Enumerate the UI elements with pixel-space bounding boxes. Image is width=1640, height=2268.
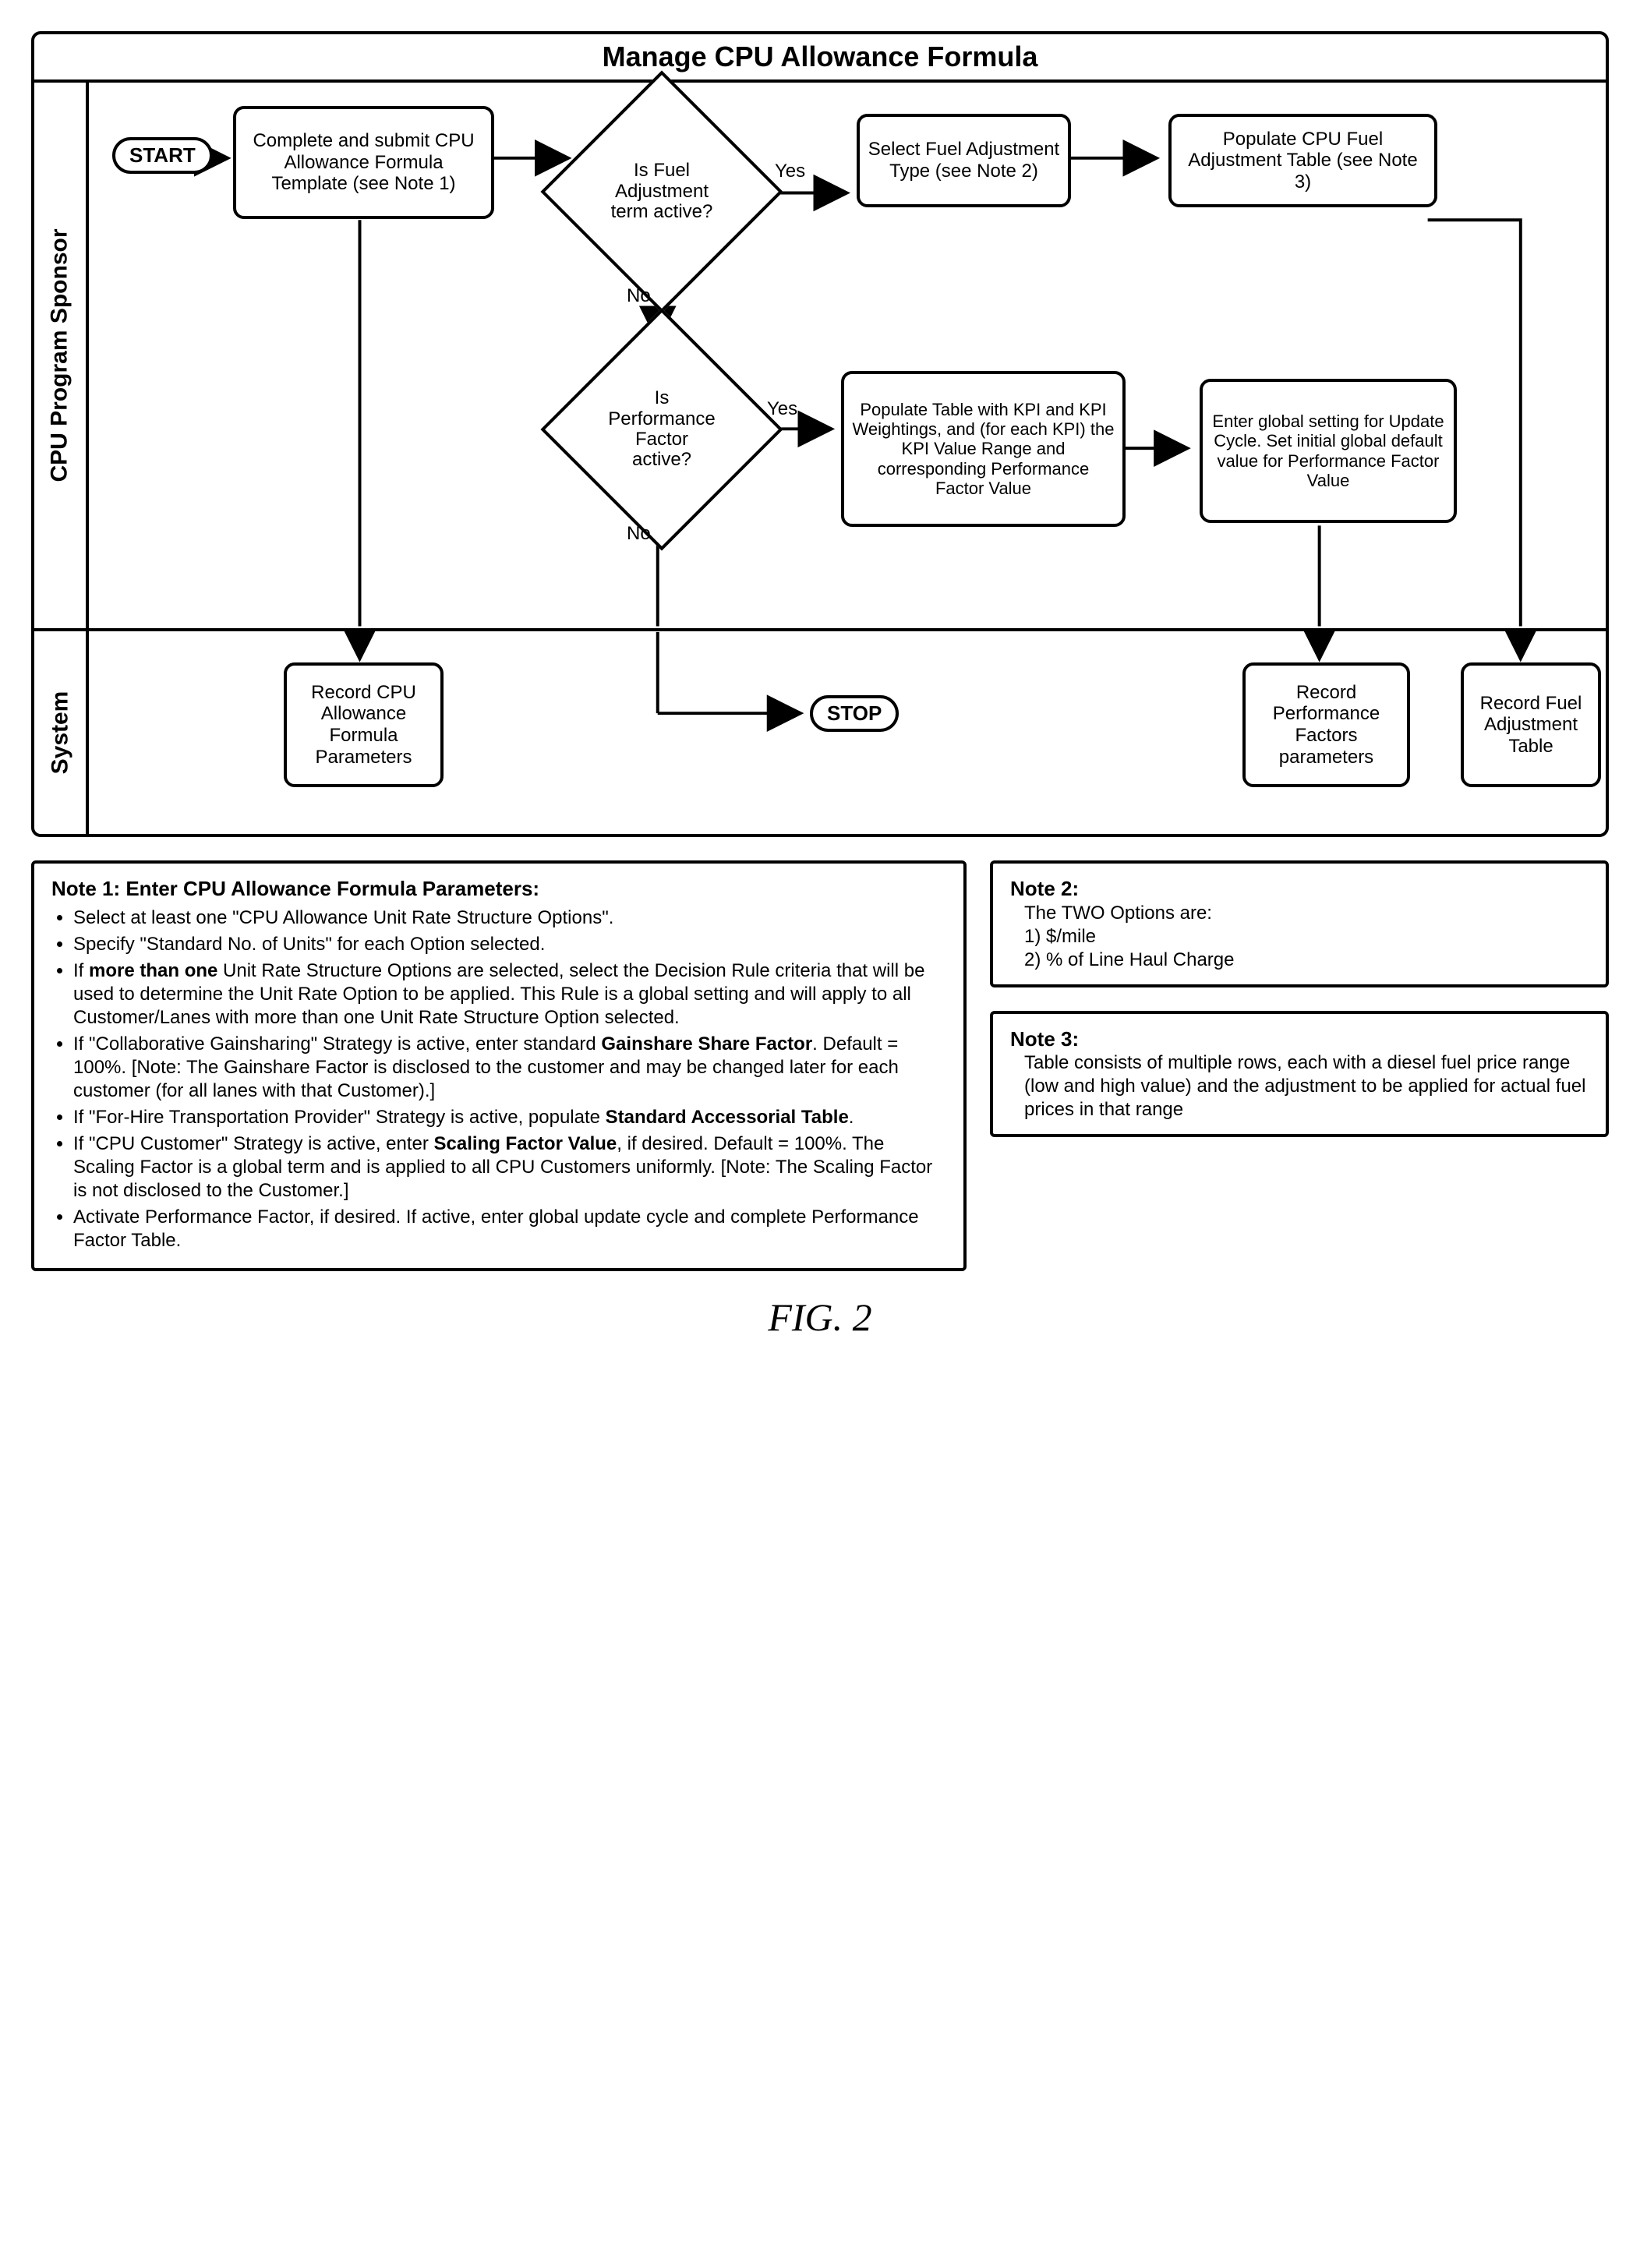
process-record-perf: Record Performance Factors parameters xyxy=(1242,662,1410,787)
main-diagram-frame: Manage CPU Allowance Formula CPU Program… xyxy=(31,31,1609,837)
note1-b5: If "For-Hire Transportation Provider" St… xyxy=(73,1106,946,1129)
lane-system: System Record CPU xyxy=(34,631,1606,834)
decision-fuel-active: Is Fuel Adjustment term active? xyxy=(576,106,748,277)
note1-b4: If "Collaborative Gainsharing" Strategy … xyxy=(73,1033,946,1103)
decision-perf-active: Is Performance Factor active? xyxy=(576,344,748,515)
notes-right-col: Note 2: The TWO Options are: 1) $/mile 2… xyxy=(990,860,1609,1137)
note1-b4-bold: Gainshare Share Factor xyxy=(601,1033,812,1055)
note3-box: Note 3: Table consists of multiple rows,… xyxy=(990,1011,1609,1138)
note1-b3-bold: more than one xyxy=(89,960,217,981)
swimlanes: CPU Program Sponsor xyxy=(34,83,1606,834)
figure-caption: FIG. 2 xyxy=(31,1295,1609,1340)
note2-line1: The TWO Options are: xyxy=(1024,902,1589,925)
d1-no-label: No xyxy=(627,285,651,307)
note1-b5-pre: If "For-Hire Transportation Provider" St… xyxy=(73,1107,606,1128)
note1-list: Select at least one "CPU Allowance Unit … xyxy=(73,906,946,1252)
decision-fuel-active-text: Is Fuel Adjustment term active? xyxy=(576,106,748,277)
lane-system-label: System xyxy=(34,631,89,834)
lane-sponsor: CPU Program Sponsor xyxy=(34,83,1606,631)
stop-terminator: STOP xyxy=(810,695,899,732)
note3-body: Table consists of multiple rows, each wi… xyxy=(1024,1051,1589,1122)
note1-b5-post: . xyxy=(849,1107,854,1128)
start-label: START xyxy=(129,143,196,168)
process-populate-fuel-table: Populate CPU Fuel Adjustment Table (see … xyxy=(1168,114,1437,207)
process-record-formula: Record CPU Allowance Formula Parameters xyxy=(284,662,444,787)
note1-title: Note 1: Enter CPU Allowance Formula Para… xyxy=(51,876,946,902)
process-populate-fuel-table-text: Populate CPU Fuel Adjustment Table (see … xyxy=(1179,129,1426,193)
stop-label: STOP xyxy=(827,701,882,726)
note1-b2: Specify "Standard No. of Units" for each… xyxy=(73,933,946,956)
lane-sponsor-label: CPU Program Sponsor xyxy=(34,83,89,628)
lane-system-content: Record CPU Allowance Formula Parameters … xyxy=(89,631,1606,834)
process-submit-template: Complete and submit CPU Allowance Formul… xyxy=(233,106,494,219)
process-populate-kpi-table: Populate Table with KPI and KPI Weightin… xyxy=(841,371,1126,527)
start-terminator: START xyxy=(112,137,213,174)
process-submit-template-text: Complete and submit CPU Allowance Formul… xyxy=(244,130,483,195)
note3-title: Note 3: xyxy=(1010,1026,1589,1052)
note1-box: Note 1: Enter CPU Allowance Formula Para… xyxy=(31,860,967,1271)
process-populate-kpi-table-text: Populate Table with KPI and KPI Weightin… xyxy=(852,400,1115,498)
note1-b6-bold: Scaling Factor Value xyxy=(434,1133,617,1154)
process-record-perf-text: Record Performance Factors parameters xyxy=(1253,682,1399,768)
process-record-fuel-table: Record Fuel Adjustment Table xyxy=(1461,662,1601,787)
note1-b7: Activate Performance Factor, if desired.… xyxy=(73,1206,946,1252)
process-select-fuel-type: Select Fuel Adjustment Type (see Note 2) xyxy=(857,114,1071,207)
note2-box: Note 2: The TWO Options are: 1) $/mile 2… xyxy=(990,860,1609,987)
note2-opt2: 2) % of Line Haul Charge xyxy=(1024,949,1589,972)
process-record-formula-text: Record CPU Allowance Formula Parameters xyxy=(295,682,433,768)
note1-b6: If "CPU Customer" Strategy is active, en… xyxy=(73,1132,946,1203)
d2-yes-label: Yes xyxy=(767,398,797,420)
note1-b5-bold: Standard Accessorial Table xyxy=(606,1107,849,1128)
d2-no-label: No xyxy=(627,523,651,545)
process-global-update-cycle-text: Enter global setting for Update Cycle. S… xyxy=(1211,412,1446,490)
process-record-fuel-table-text: Record Fuel Adjustment Table xyxy=(1472,693,1590,758)
lane-system-label-text: System xyxy=(47,691,73,775)
lane-sponsor-content: START Complete and submit CPU Allowance … xyxy=(89,83,1606,628)
notes-row: Note 1: Enter CPU Allowance Formula Para… xyxy=(31,860,1609,1271)
lane-sponsor-label-text: CPU Program Sponsor xyxy=(47,228,73,482)
process-global-update-cycle: Enter global setting for Update Cycle. S… xyxy=(1200,379,1457,523)
note1-b3: If more than one Unit Rate Structure Opt… xyxy=(73,959,946,1030)
diagram-title: Manage CPU Allowance Formula xyxy=(34,34,1606,83)
note1-b6-pre: If "CPU Customer" Strategy is active, en… xyxy=(73,1133,434,1154)
d1-yes-label: Yes xyxy=(775,161,805,182)
note2-title: Note 2: xyxy=(1010,876,1589,902)
decision-perf-active-text: Is Performance Factor active? xyxy=(576,344,748,515)
note1-b3-pre: If xyxy=(73,960,89,981)
process-select-fuel-type-text: Select Fuel Adjustment Type (see Note 2) xyxy=(868,139,1060,182)
note1-b4-pre: If "Collaborative Gainsharing" Strategy … xyxy=(73,1033,601,1055)
note2-opt1: 1) $/mile xyxy=(1024,925,1589,949)
note1-b1: Select at least one "CPU Allowance Unit … xyxy=(73,906,946,930)
